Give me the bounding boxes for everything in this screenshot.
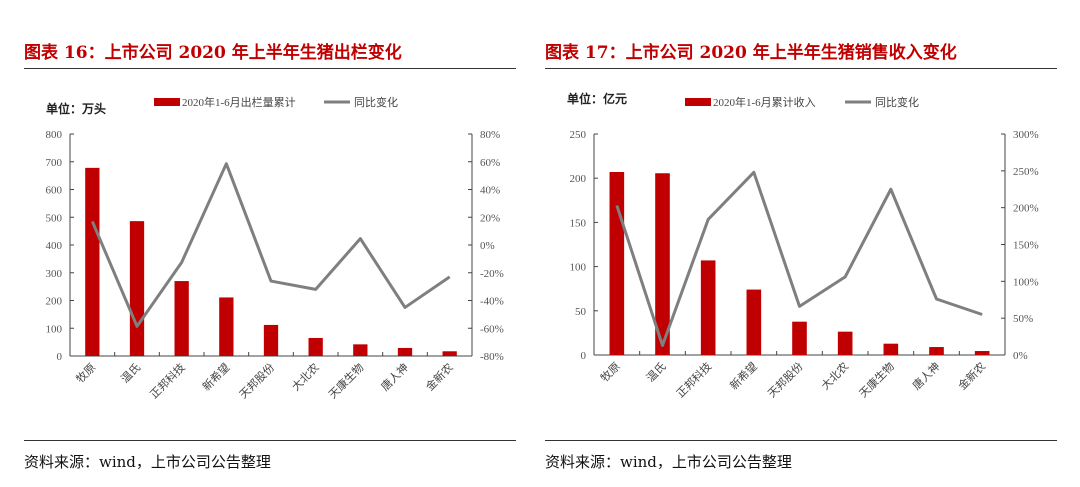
left-tick-label: 200 bbox=[570, 173, 587, 185]
unit-label: 单位：亿元 bbox=[567, 91, 627, 106]
category-label: 唐人神 bbox=[378, 360, 411, 393]
right-tick-label: 250% bbox=[1013, 166, 1039, 178]
bar-天邦股份 bbox=[792, 321, 807, 355]
category-label: 天邦股份 bbox=[765, 360, 805, 400]
left-tick-label: 400 bbox=[46, 240, 63, 252]
category-label: 新希望 bbox=[727, 359, 760, 392]
right-tick-label: 50% bbox=[1013, 313, 1033, 325]
category-label: 大北农 bbox=[289, 360, 322, 393]
left-tick-label: 500 bbox=[46, 212, 63, 224]
chart-panel-17: 图表 17：上市公司 2020 年上半年生猪销售收入变化 单位：亿元 2020年1… bbox=[545, 0, 1057, 487]
unit-label: 单位：万头 bbox=[46, 101, 106, 116]
right-tick-label: 60% bbox=[480, 157, 500, 169]
left-tick-label: 0 bbox=[57, 351, 63, 363]
footer-rule bbox=[24, 440, 516, 441]
category-label: 天康生物 bbox=[325, 360, 366, 401]
category-label: 牧原 bbox=[73, 360, 98, 385]
bar-大北农 bbox=[837, 331, 853, 355]
category-label: 新希望 bbox=[199, 360, 232, 393]
yoy-line bbox=[615, 170, 983, 347]
bar-唐人神 bbox=[929, 347, 944, 355]
left-tick-label: 800 bbox=[46, 129, 63, 141]
bar-牧原 bbox=[85, 167, 100, 356]
left-tick-label: 100 bbox=[570, 262, 587, 274]
bar-唐人神 bbox=[397, 347, 413, 356]
title-rule bbox=[545, 68, 1057, 69]
category-label: 唐人神 bbox=[909, 359, 942, 392]
bar-牧原 bbox=[609, 172, 625, 355]
chart-title: 图表 16：上市公司 2020 年上半年生猪出栏变化 bbox=[24, 43, 402, 63]
right-tick-label: -20% bbox=[480, 268, 504, 280]
left-tick-label: 100 bbox=[46, 323, 63, 335]
bar-天康生物 bbox=[883, 343, 899, 355]
category-label: 天康生物 bbox=[856, 359, 897, 400]
bar-大北农 bbox=[308, 337, 323, 356]
category-label: 金新农 bbox=[955, 359, 988, 392]
right-tick-label: 200% bbox=[1013, 203, 1039, 215]
right-tick-label: -40% bbox=[480, 296, 504, 308]
bar-天邦股份 bbox=[263, 324, 279, 356]
right-tick-label: -80% bbox=[480, 351, 504, 363]
left-tick-label: 250 bbox=[570, 129, 587, 141]
right-tick-label: -60% bbox=[480, 323, 504, 335]
left-tick-label: 700 bbox=[46, 157, 63, 169]
chart-title: 图表 17：上市公司 2020 年上半年生猪销售收入变化 bbox=[545, 43, 957, 63]
right-tick-label: 20% bbox=[480, 212, 500, 224]
left-tick-label: 0 bbox=[581, 350, 587, 362]
legend-bar-label: 2020年1-6月累计收入 bbox=[713, 95, 816, 109]
bar-温氏 bbox=[655, 173, 670, 355]
chart-16: 单位：万头 2020年1-6月出栏量累计 同比变化 0 100 200 300 400 500 6… bbox=[46, 95, 504, 401]
bar-正邦科技 bbox=[174, 281, 189, 356]
chart-17: 单位：亿元 2020年1-6月累计收入 同比变化 0 50 100 150 200 250 0% 5… bbox=[567, 91, 1039, 400]
right-tick-label: 40% bbox=[480, 185, 500, 197]
right-tick-label: 0% bbox=[1013, 350, 1028, 362]
right-tick-label: 0% bbox=[480, 240, 495, 252]
category-label: 大北农 bbox=[818, 359, 851, 392]
bar-天康生物 bbox=[353, 344, 368, 356]
category-label: 温氏 bbox=[644, 360, 669, 385]
bar-金新农 bbox=[442, 351, 457, 356]
right-tick-label: 300% bbox=[1013, 129, 1039, 141]
right-tick-label: 80% bbox=[480, 129, 500, 141]
bar-新希望 bbox=[219, 297, 234, 356]
footer-rule bbox=[545, 440, 1057, 441]
legend-line-label: 同比变化 bbox=[354, 95, 398, 109]
category-label: 牧原 bbox=[597, 359, 622, 384]
category-label: 金新农 bbox=[423, 360, 456, 393]
yoy-line bbox=[90, 162, 451, 328]
legend-line-label: 同比变化 bbox=[875, 95, 919, 109]
left-tick-label: 50 bbox=[575, 306, 587, 318]
legend-bar-label: 2020年1-6月出栏量累计 bbox=[182, 95, 296, 109]
category-label: 正邦科技 bbox=[147, 360, 188, 401]
category-label: 正邦科技 bbox=[673, 359, 714, 400]
left-tick-label: 200 bbox=[46, 296, 63, 308]
left-tick-label: 150 bbox=[570, 217, 587, 229]
bar-正邦科技 bbox=[700, 260, 716, 355]
source-note: 资料来源：wind，上市公司公告整理 bbox=[24, 453, 271, 471]
legend-bar-swatch bbox=[154, 98, 180, 106]
category-label: 天邦股份 bbox=[237, 361, 277, 401]
chart-panel-16: 图表 16：上市公司 2020 年上半年生猪出栏变化 单位：万头 2020年1-6… bbox=[24, 0, 516, 487]
left-tick-label: 300 bbox=[46, 268, 63, 280]
right-tick-label: 150% bbox=[1013, 240, 1039, 252]
bar-新希望 bbox=[746, 289, 762, 355]
category-label: 温氏 bbox=[118, 361, 143, 386]
right-tick-label: 100% bbox=[1013, 276, 1039, 288]
title-rule bbox=[24, 68, 516, 69]
bar-金新农 bbox=[974, 351, 990, 355]
source-note: 资料来源：wind，上市公司公告整理 bbox=[545, 453, 792, 471]
left-tick-label: 600 bbox=[46, 185, 63, 197]
bar-温氏 bbox=[129, 221, 145, 356]
legend-bar-swatch bbox=[685, 98, 711, 106]
